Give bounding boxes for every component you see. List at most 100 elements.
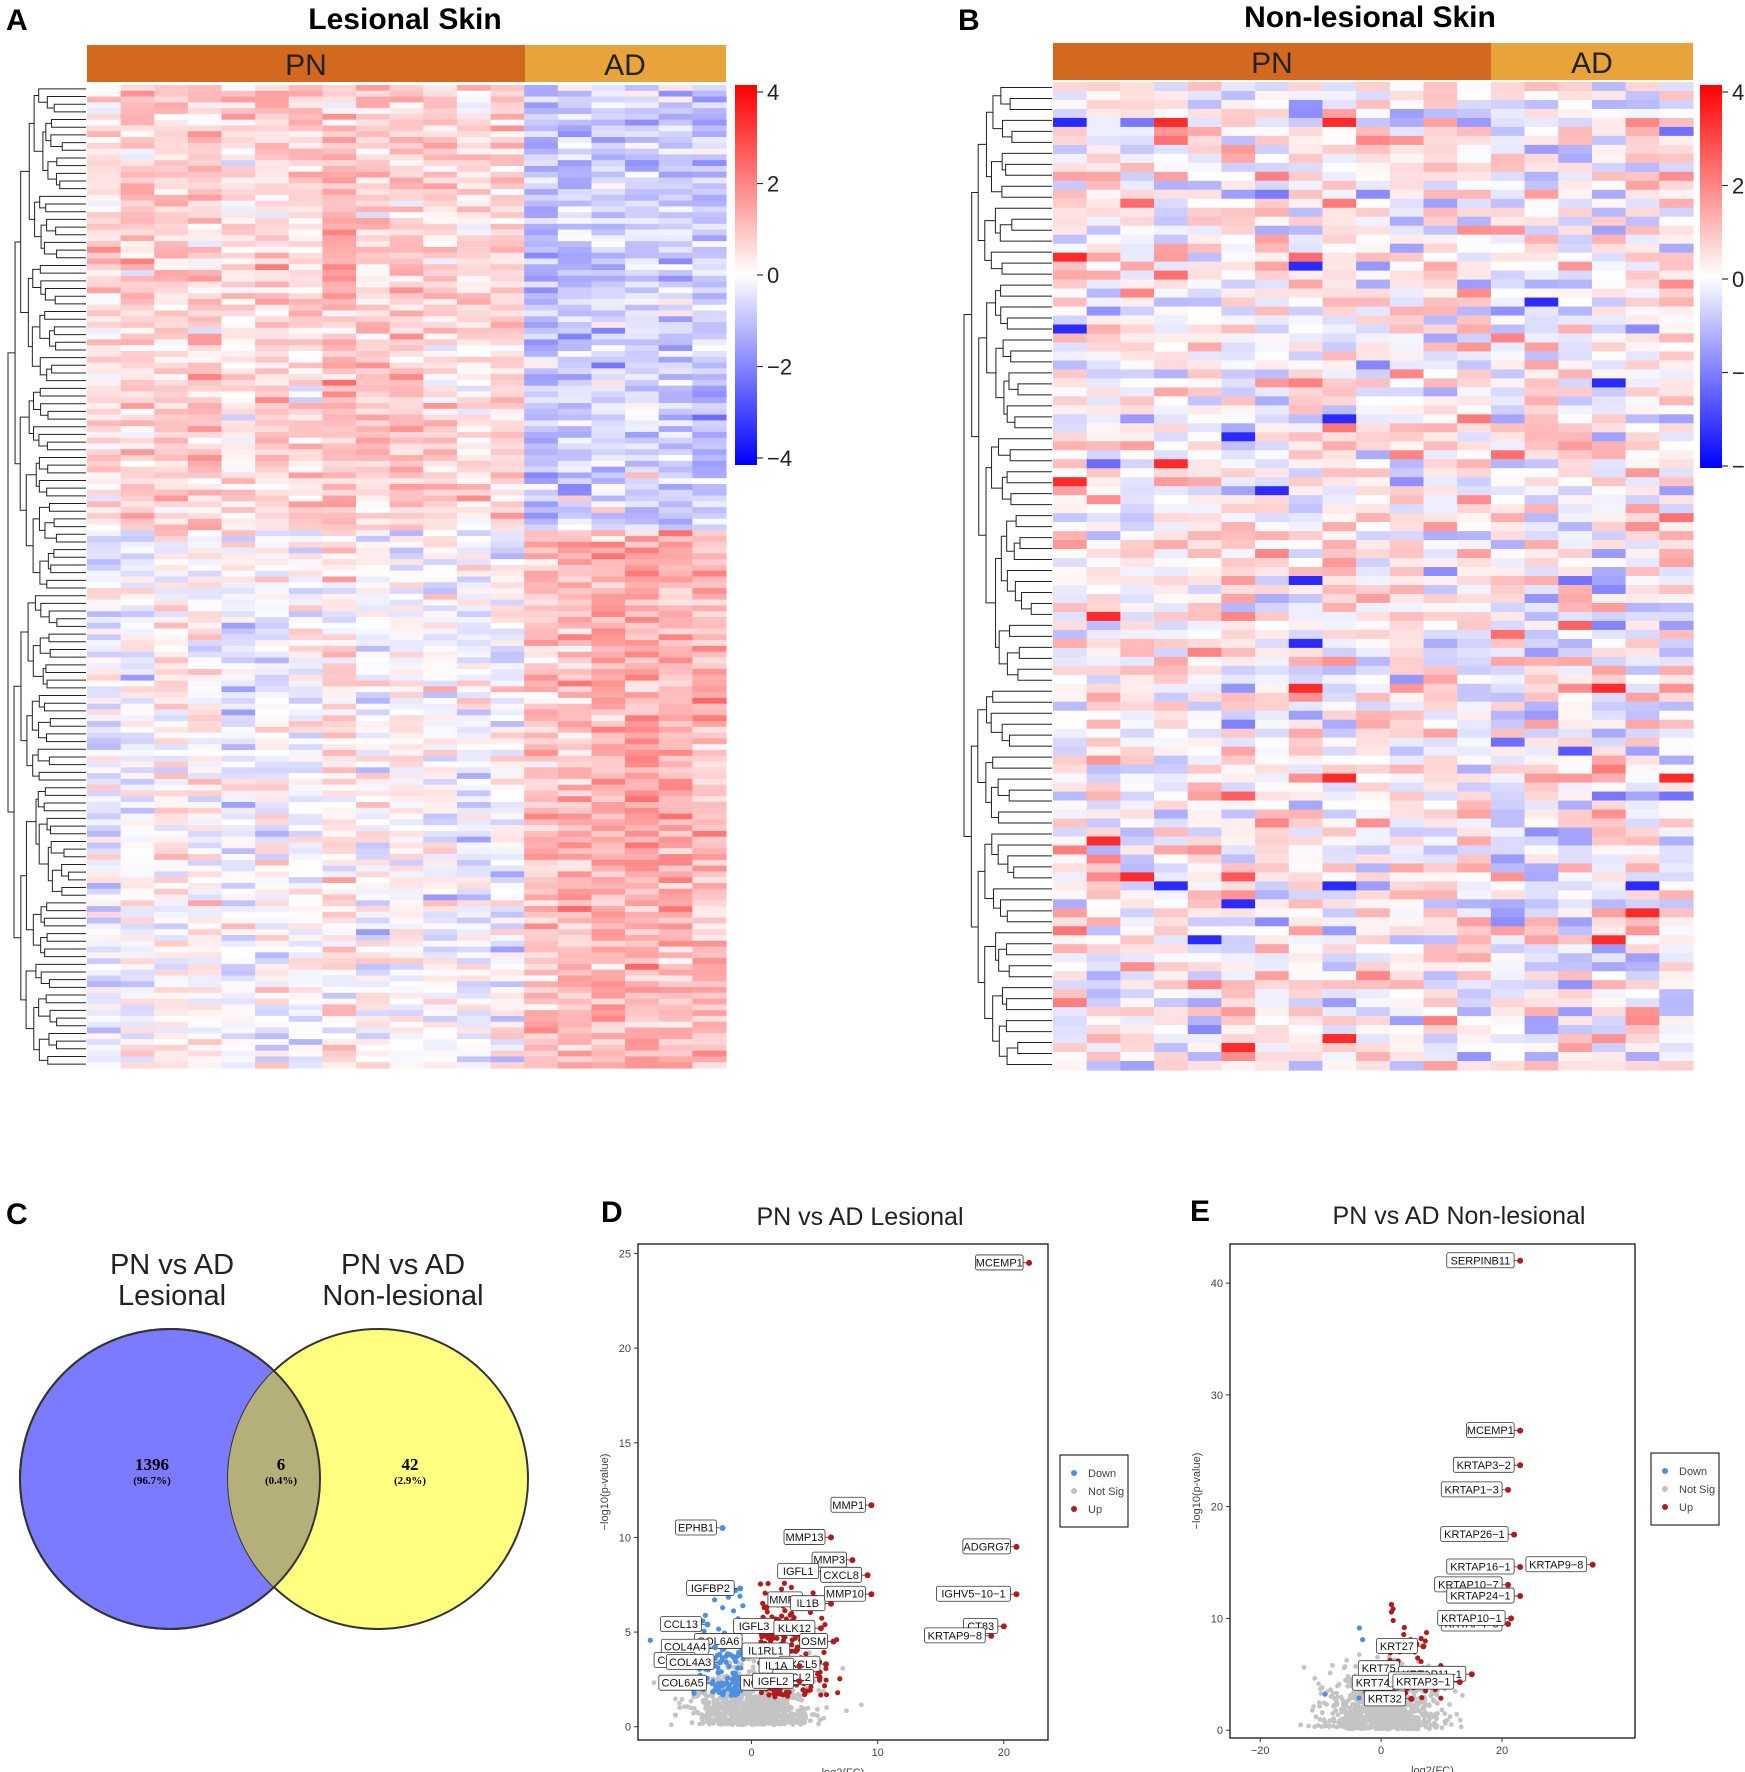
heatmap-cell <box>1255 764 1290 775</box>
heatmap-cell <box>1389 459 1425 469</box>
heatmap-cell <box>692 460 727 468</box>
heatmap-cell <box>557 287 593 294</box>
heatmap-cell <box>1389 450 1425 460</box>
heatmap-cell <box>120 611 155 618</box>
heatmap-cell <box>1288 962 1324 972</box>
heatmap-cell <box>288 692 324 699</box>
heatmap-cell <box>154 634 189 641</box>
heatmap-cell <box>1389 611 1425 622</box>
heatmap-cell <box>187 113 223 121</box>
heatmap-cell <box>288 408 324 416</box>
heatmap-cell <box>1490 360 1526 371</box>
heatmap-cell <box>1221 602 1256 613</box>
heatmap-cell <box>1086 576 1121 586</box>
heatmap-cell <box>1086 818 1121 829</box>
heatmap-cell <box>1389 890 1425 900</box>
heatmap-cell <box>1086 333 1121 344</box>
heatmap-cell <box>658 426 693 433</box>
heatmap-cell <box>1255 1034 1290 1044</box>
heatmap-cell <box>87 952 122 959</box>
heatmap-cell <box>557 645 593 653</box>
heatmap-cell <box>1288 162 1324 173</box>
heatmap-cell <box>1255 171 1290 182</box>
heatmap-cell <box>255 987 290 994</box>
heatmap-cell <box>1457 117 1492 128</box>
heatmap-cell <box>1154 674 1189 685</box>
heatmap-cell <box>1322 872 1357 882</box>
heatmap-cell <box>658 252 693 260</box>
heatmap-cell <box>356 825 391 832</box>
heatmap-cell <box>288 721 324 728</box>
heatmap-cell <box>591 657 626 664</box>
heatmap-cell <box>490 119 525 127</box>
heatmap-cell <box>625 651 660 659</box>
heatmap-cell <box>1154 189 1189 200</box>
heatmap-cell <box>187 183 223 190</box>
heatmap-cell <box>1389 495 1425 505</box>
heatmap-cell <box>625 981 660 988</box>
heatmap-cell <box>1389 1016 1425 1026</box>
heatmap-cell <box>356 339 391 346</box>
heatmap-cell <box>423 599 458 607</box>
heatmap-cell <box>120 888 155 896</box>
heatmap-cell <box>221 345 256 352</box>
heatmap-cell <box>356 536 391 543</box>
heatmap-cell <box>658 518 693 526</box>
heatmap-cell <box>658 773 693 780</box>
heatmap-cell <box>1187 746 1223 757</box>
heatmap-cell <box>658 281 693 288</box>
heatmap-cell <box>221 1010 256 1017</box>
heatmap-cell <box>87 108 122 115</box>
heatmap-cell <box>221 871 256 878</box>
heatmap-cell <box>1221 576 1256 586</box>
heatmap-cell <box>356 773 391 780</box>
heatmap-cell <box>1423 225 1458 236</box>
heatmap-cell <box>255 761 290 768</box>
heatmap-cell <box>490 952 525 959</box>
heatmap-cell <box>423 877 458 884</box>
heatmap-cell <box>557 85 593 92</box>
heatmap-cell <box>389 911 424 919</box>
heatmap-cell <box>1457 423 1492 433</box>
heatmap-cell <box>524 628 559 635</box>
heatmap-cell <box>423 634 458 641</box>
heatmap-cell <box>625 663 660 670</box>
heatmap-cell <box>557 345 593 352</box>
heatmap-cell <box>1154 504 1189 514</box>
heatmap-cell <box>1288 423 1324 433</box>
heatmap-cell <box>1120 1043 1155 1053</box>
heatmap-cell <box>1288 935 1324 945</box>
heatmap-cell <box>356 1010 391 1017</box>
heatmap-cell <box>1423 611 1458 622</box>
heatmap-cell <box>87 437 122 445</box>
heatmap-cell <box>154 929 189 936</box>
heatmap-cell <box>288 1033 324 1040</box>
heatmap-cell <box>490 252 525 260</box>
heatmap-cell <box>524 137 559 144</box>
heatmap-cell <box>456 165 492 173</box>
heatmap-cell <box>591 911 626 919</box>
heatmap-cell <box>1356 674 1391 685</box>
dendrogram-branch <box>1011 130 1052 143</box>
heatmap-cell <box>288 802 324 809</box>
heatmap-cell <box>625 160 660 167</box>
heatmap-cell <box>1389 764 1425 775</box>
heatmap-cell <box>1154 261 1189 272</box>
heatmap-cell <box>187 403 223 410</box>
heatmap-cell <box>288 807 324 815</box>
heatmap-cell <box>1322 90 1357 101</box>
heatmap-cell <box>356 379 391 387</box>
heatmap-cell <box>255 998 290 1005</box>
dendrogram-branch <box>49 330 56 347</box>
heatmap-cell <box>1288 782 1324 793</box>
heatmap-cell <box>356 200 391 208</box>
heatmap-cell <box>322 322 357 329</box>
heatmap-cell <box>1255 82 1290 92</box>
heatmap-cell <box>120 113 155 121</box>
heatmap-cell <box>1356 665 1391 676</box>
heatmap-cell <box>591 576 626 583</box>
heatmap-cell <box>221 963 256 971</box>
heatmap-cell <box>1457 486 1492 496</box>
heatmap-cell <box>221 906 256 913</box>
heatmap-cell <box>557 906 593 913</box>
